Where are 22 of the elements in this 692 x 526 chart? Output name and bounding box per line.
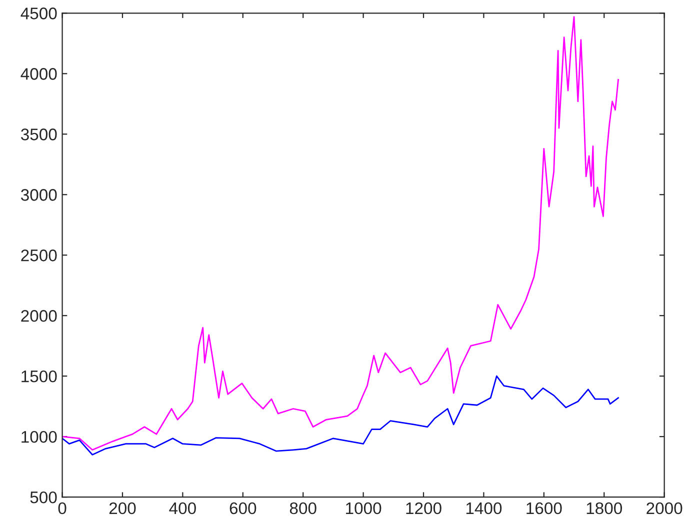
y-tick-label: 4500 <box>20 8 57 20</box>
x-tick-label: 600 <box>230 502 256 514</box>
x-tick-label: 2000 <box>646 502 682 514</box>
y-tick-label: 500 <box>30 491 57 504</box>
x-tick-label: 0 <box>58 502 66 514</box>
x-tick-label: 1600 <box>526 502 562 514</box>
x-tick-label: 1200 <box>406 502 442 514</box>
line-series <box>62 375 619 456</box>
x-tick-label: 800 <box>290 502 316 514</box>
x-tick-label: 1000 <box>346 502 382 514</box>
y-tick-label: 1500 <box>22 370 57 382</box>
x-tick-label: 1800 <box>586 502 622 514</box>
line-series <box>62 16 619 451</box>
y-tick-label: 2500 <box>21 250 57 262</box>
y-tick-label: 2000 <box>21 310 57 322</box>
x-tick-label: 1400 <box>466 502 502 514</box>
y-tick-label: 1000 <box>22 430 57 443</box>
y-tick-label: 3000 <box>20 189 57 201</box>
y-tick-label: 3500 <box>20 128 57 140</box>
x-tick-label: 200 <box>109 502 136 514</box>
x-tick-label: 400 <box>169 502 196 514</box>
y-tick-label: 4000 <box>20 68 57 80</box>
